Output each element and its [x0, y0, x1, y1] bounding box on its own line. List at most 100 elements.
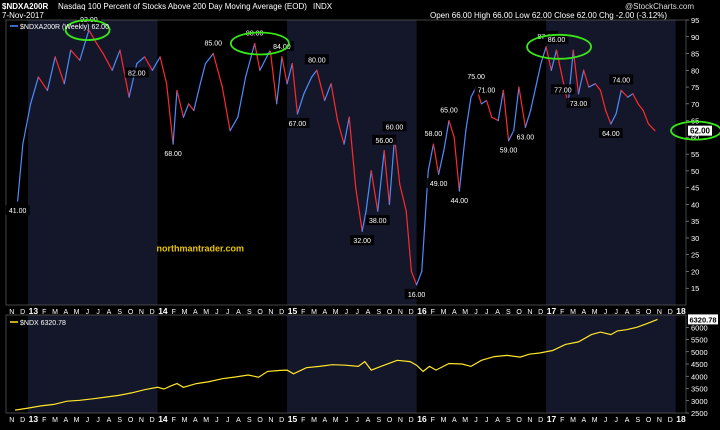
bottom-legend: $NDX 6320.78: [20, 320, 66, 327]
month-label: D: [538, 417, 543, 424]
y-tick-label: 70: [691, 100, 699, 109]
data-label: 88.00: [246, 30, 264, 37]
month-label: J: [474, 417, 478, 424]
month-label: N: [527, 417, 532, 424]
data-label: 75.00: [467, 74, 485, 81]
breadth-line-segment: [281, 56, 288, 85]
month-label: A: [323, 417, 328, 424]
y-tick-label: 3000: [691, 397, 708, 406]
data-label: 16.00: [408, 292, 426, 299]
month-label: A: [63, 309, 68, 316]
month-label: J: [86, 309, 90, 316]
month-label: F: [172, 309, 176, 316]
data-label-bg: [609, 74, 634, 85]
data-label: 63.00: [517, 134, 535, 141]
year-label: 15: [288, 414, 298, 424]
year-label: 13: [29, 306, 39, 316]
breadth-line-segment: [583, 69, 590, 88]
month-label: O: [516, 417, 522, 424]
stockcharts-credit: @StockCharts.com: [625, 2, 695, 11]
breadth-line-segment: [491, 116, 499, 122]
y-tick-label: 30: [691, 234, 699, 243]
month-label: N: [9, 417, 14, 424]
y-tick-label: 95: [691, 16, 699, 25]
month-label: M: [570, 417, 576, 424]
data-label-bg: [513, 131, 538, 142]
breadth-line-segment: [529, 86, 537, 112]
date: 7-Nov-2017: [2, 11, 44, 20]
breadth-line-segment: [291, 62, 299, 115]
month-label: J: [345, 417, 349, 424]
month-label: O: [257, 417, 263, 424]
data-label: 38.00: [369, 218, 387, 225]
data-label: 32.00: [353, 238, 371, 245]
month-label: A: [107, 417, 112, 424]
month-label: N: [9, 309, 14, 316]
highlight-circle: [64, 19, 111, 41]
year-label: 16: [417, 414, 427, 424]
year-band: [546, 315, 676, 413]
y-tick-label: 15: [691, 284, 699, 293]
month-label: J: [86, 417, 90, 424]
month-label: J: [215, 309, 219, 316]
month-label: J: [355, 309, 359, 316]
month-label: M: [182, 417, 188, 424]
y-tick-label: 40: [691, 200, 699, 209]
y-tick-label: 20: [691, 267, 699, 276]
month-label: J: [604, 417, 608, 424]
month-label: O: [387, 417, 393, 424]
breadth-line-segment: [343, 116, 350, 145]
month-label: O: [516, 309, 522, 316]
breadth-line-segment: [480, 99, 488, 105]
month-label: M: [203, 309, 209, 316]
month-label: M: [203, 417, 209, 424]
breadth-line-segment: [453, 136, 460, 192]
breadth-line-segment: [365, 170, 372, 212]
year-label: 18: [676, 306, 686, 316]
breadth-line-segment: [555, 49, 564, 81]
month-label: D: [279, 417, 284, 424]
breadth-line-segment: [245, 42, 256, 78]
data-label: 64.00: [602, 131, 620, 138]
month-label: D: [20, 309, 25, 316]
month-label: F: [42, 309, 46, 316]
year-label: 17: [547, 414, 557, 424]
month-label: F: [301, 417, 305, 424]
breadth-line-segment: [193, 83, 201, 112]
month-label: A: [582, 309, 587, 316]
month-label: N: [139, 417, 144, 424]
data-label: 56.00: [375, 138, 393, 145]
month-label: A: [236, 417, 241, 424]
breadth-line-segment: [303, 76, 313, 95]
breadth-line-segment: [88, 29, 98, 45]
year-band: [28, 315, 158, 413]
data-label-bg: [285, 117, 310, 128]
breadth-line-segment: [316, 69, 326, 102]
y-tick-label: 90: [691, 33, 699, 42]
month-label: J: [226, 417, 230, 424]
breadth-line-segment: [348, 116, 357, 189]
breadth-line-segment: [212, 52, 223, 88]
breadth-line-segment: [432, 143, 440, 175]
breadth-line-segment: [535, 62, 542, 88]
data-label-bg: [496, 144, 521, 155]
month-label: A: [193, 309, 198, 316]
y-tick-label: 5000: [691, 348, 708, 357]
month-label: M: [74, 309, 80, 316]
month-label: S: [247, 309, 252, 316]
breadth-line-segment: [502, 89, 510, 142]
year-label: 16: [417, 306, 427, 316]
data-label-bg: [544, 34, 569, 45]
month-label: A: [495, 417, 500, 424]
month-label: M: [333, 309, 339, 316]
breadth-line-segment: [102, 52, 113, 71]
breadth-line-segment: [605, 109, 612, 125]
month-label: S: [376, 309, 381, 316]
current-value-label: 62.00: [690, 127, 711, 136]
breadth-line-segment: [119, 49, 130, 98]
breadth-line-segment: [111, 49, 121, 71]
breadth-line-segment: [70, 49, 81, 61]
month-label: M: [462, 417, 468, 424]
data-label: 65.00: [440, 108, 458, 115]
highlight-circle: [526, 33, 592, 60]
